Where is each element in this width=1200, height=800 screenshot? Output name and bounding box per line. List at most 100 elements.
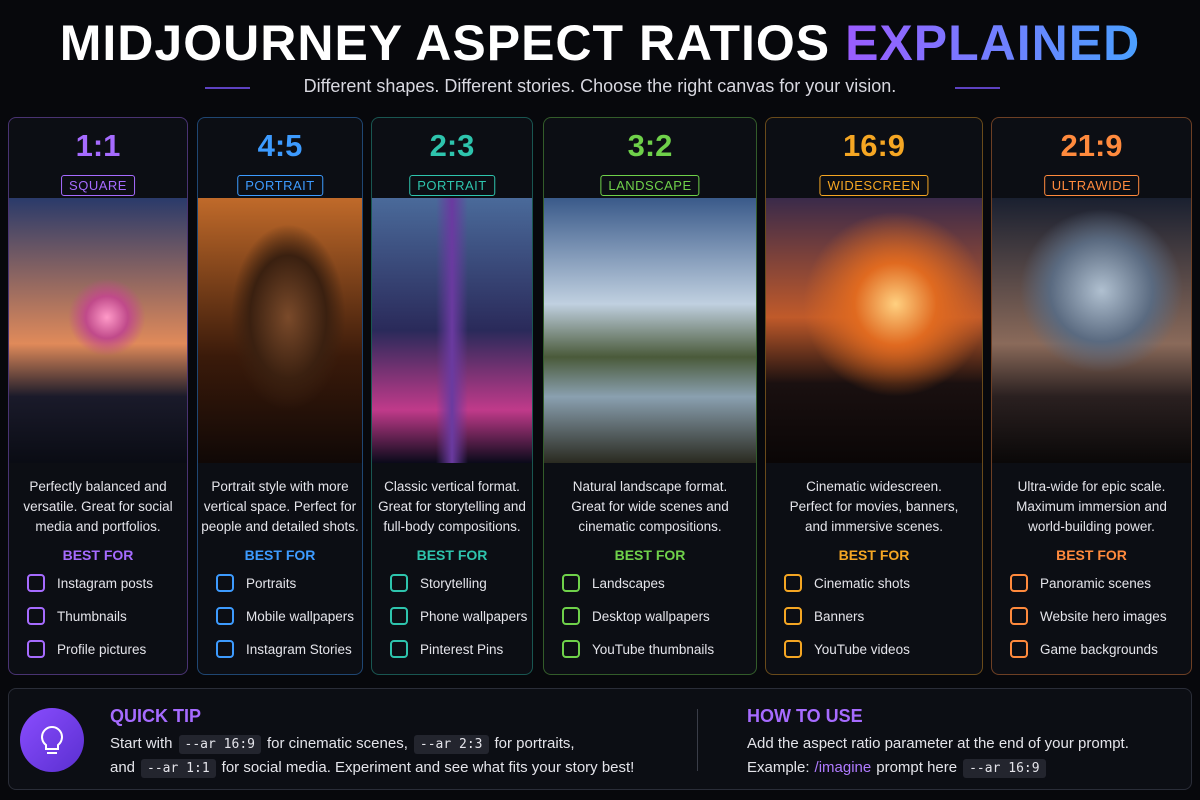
ratio: 16:9 [842,128,906,163]
image [372,198,532,463]
item-icon [784,574,802,592]
description-line: vertical space. Perfect for [203,499,357,514]
item-icon [1010,607,1028,625]
use-item: Banners [784,607,864,625]
use-item: Panoramic scenes [1010,574,1151,592]
item-icon [562,607,580,625]
footer-line: Start with --ar 16:9 for cinematic scenes,… [110,735,575,754]
description-line: and immersive scenes. [804,519,944,534]
card: 16:9 WIDESCREEN Cinematic widescreen. Perfe… [765,117,983,675]
use-item: Game backgrounds [1010,640,1158,658]
card: 2:3 PORTRAIT Classic vertical format. Great… [371,117,533,675]
ratio-label: ULTRAWIDE [1043,175,1140,196]
ratio: 21:9 [1060,128,1123,163]
description-line: Great for storytelling and [378,499,526,514]
item-icon [784,640,802,658]
use-item: Desktop wallpapers [562,607,710,625]
item-icon [390,640,408,658]
card: 21:9 ULTRAWIDE Ultra-wide for epic scale. M… [991,117,1192,675]
item-text: Phone wallpapers [420,608,528,624]
item-text: Storytelling [420,575,487,591]
use-item: Website hero images [1010,607,1167,625]
item-text: Mobile wallpapers [246,608,355,624]
image [544,198,756,463]
description-line: world-building power. [1028,519,1155,534]
item-icon [216,640,234,658]
item-icon [216,607,234,625]
use-item: Pinterest Pins [390,640,503,658]
item-icon [562,640,580,658]
description-line: people and detailed shots. [201,519,359,534]
card: 3:2 LANDSCAPE Natural landscape format. Gre… [543,117,757,675]
best-for: BEST FOR [1056,547,1127,563]
item-icon [1010,640,1028,658]
description-line: Cinematic widescreen. [806,479,942,494]
footer-line: Example:/imagine prompt here --ar 16:9 [747,759,1052,778]
use-item: Instagram Stories [216,640,352,658]
footer-text: prompt here [876,759,958,776]
use-item: Instagram posts [27,574,153,592]
card: 1:1 SQUARE Perfectly balanced and versatile… [8,117,188,675]
use-item: YouTube thumbnails [562,640,714,658]
best-for: BEST FOR [244,547,316,563]
use-item: Storytelling [390,574,487,592]
item-text: Panoramic scenes [1040,575,1152,591]
best-for: BEST FOR [838,547,910,563]
item-text: Profile pictures [57,641,147,657]
item-icon [562,574,580,592]
description-line: cinematic compositions. [578,519,722,534]
item-text: Game backgrounds [1040,641,1158,657]
footer-text: Example: [747,759,810,776]
description-line: Classic vertical format. [384,479,520,494]
description-line: Great for wide scenes and [571,499,729,514]
item-text: Cinematic shots [814,575,911,591]
code-snippet: --ar 1:1 [141,759,216,778]
use-item: Landscapes [562,574,665,592]
ratio: 1:1 [75,128,121,163]
image [198,198,362,463]
item-text: Website hero images [1040,608,1167,624]
card: 4:5 PORTRAIT Portrait style with more verti… [197,117,363,675]
ratio-label: PORTRAIT [409,175,495,196]
title-accent: EXPLAINED [845,15,1141,71]
use-item: Cinematic shots [784,574,910,592]
best-for: BEST FOR [614,547,686,563]
description-line: Maximum immersion and [1016,499,1167,514]
ratio: 2:3 [429,128,475,163]
item-icon [390,607,408,625]
item-text: Instagram Stories [246,641,352,657]
footer-text: Start with [110,735,173,752]
code-snippet: --ar 16:9 [963,759,1046,778]
code-snippet: --ar 16:9 [178,735,261,754]
description-line: Perfect for movies, banners, [789,499,959,514]
description-line: Portrait style with more [211,479,349,494]
item-text: Thumbnails [57,608,127,624]
footer-line: and --ar 1:1 for social media. Experiment … [110,759,635,778]
footer-line: Add the aspect ratio parameter at the en… [747,735,1129,752]
ratio-label: SQUARE [61,175,135,196]
ratio-label: WIDESCREEN [819,175,929,196]
footer-text: for social media. Experiment and see wha… [221,759,635,776]
ratio: 3:2 [627,128,673,163]
use-item: Mobile wallpapers [216,607,354,625]
divider [697,709,698,771]
item-icon [784,607,802,625]
footer: QUICK TIP Start with --ar 16:9 for cinemati… [8,688,1192,790]
item-text: Banners [814,608,865,624]
item-icon [27,640,45,658]
footer-title: HOW TO USE [747,706,863,726]
description-line: Perfectly balanced and [29,479,167,494]
image [9,198,187,463]
title-main: MIDJOURNEY ASPECT RATIOS [59,15,831,71]
use-item: Phone wallpapers [390,607,527,625]
item-text: Desktop wallpapers [592,608,710,624]
use-item: Portraits [216,574,296,592]
footer-text: for portraits, [494,735,575,752]
item-text: Portraits [246,575,297,591]
use-item: Thumbnails [27,607,127,625]
best-for: BEST FOR [416,547,488,563]
description-line: full-body compositions. [383,519,521,534]
ratio-label: LANDSCAPE [600,175,700,196]
subtitle-rules [205,87,1000,89]
